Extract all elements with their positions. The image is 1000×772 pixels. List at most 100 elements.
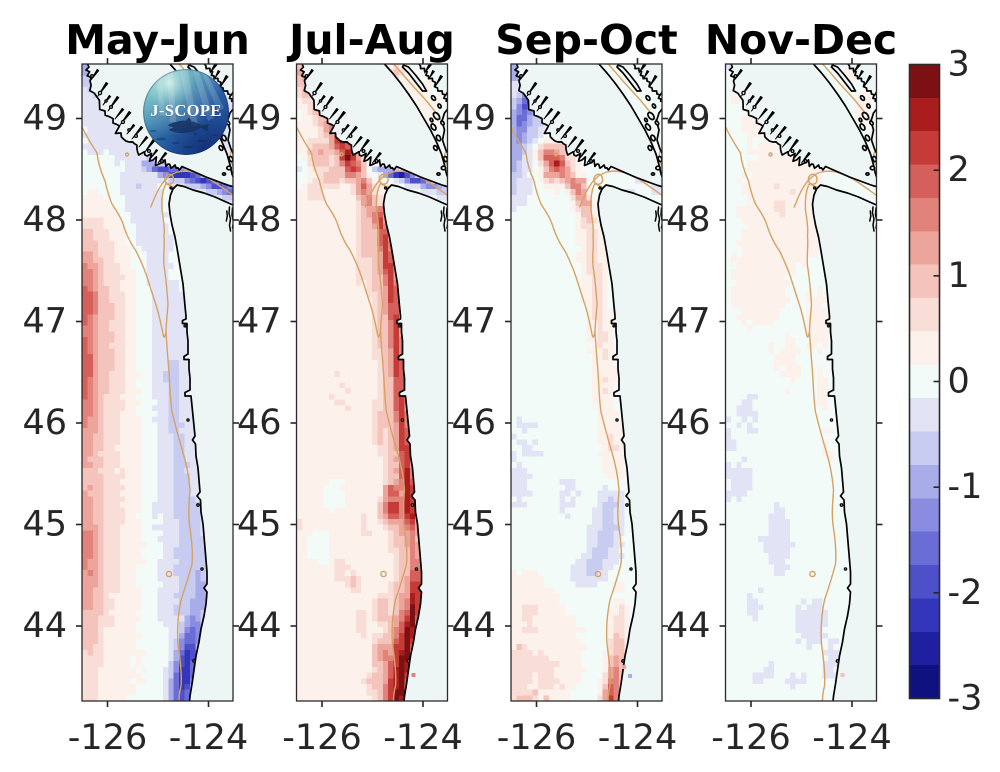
- heatmap-cell: [103, 410, 110, 417]
- heatmap-cell: [372, 388, 378, 394]
- heatmap-cell: [382, 354, 389, 360]
- heatmap-cell: [318, 348, 324, 355]
- heatmap-cell: [162, 678, 169, 684]
- heatmap-cell: [372, 251, 378, 258]
- heatmap-cell: [168, 422, 174, 429]
- heatmap-cell: [296, 160, 302, 167]
- heatmap-cell: [184, 484, 190, 491]
- heatmap-cell: [312, 382, 319, 389]
- heatmap-cell: [130, 342, 136, 349]
- heatmap-cell: [103, 143, 110, 150]
- heatmap-cell: [98, 274, 104, 281]
- heatmap-cell: [179, 393, 185, 400]
- heatmap-cell: [366, 274, 373, 281]
- heatmap-cell: [114, 280, 120, 286]
- heatmap-cell: [119, 137, 126, 144]
- heatmap-cell: [114, 342, 120, 349]
- heatmap-cell: [103, 445, 110, 451]
- heatmap-cell: [98, 450, 104, 457]
- heatmap-cell: [307, 393, 313, 400]
- heatmap-cell: [339, 319, 346, 326]
- heatmap-cell: [125, 496, 131, 502]
- heatmap-cell: [296, 416, 302, 423]
- heatmap-cell: [130, 228, 136, 235]
- heatmap-cell: [361, 166, 367, 173]
- heatmap-cell: [103, 610, 110, 616]
- heatmap-cell: [103, 371, 110, 377]
- heatmap-cell: [179, 519, 185, 525]
- heatmap-cell: [125, 615, 131, 622]
- heatmap-cell: [146, 473, 153, 480]
- heatmap-cell: [323, 177, 329, 184]
- heatmap-cell: [82, 297, 88, 303]
- heatmap-cell: [334, 399, 340, 406]
- heatmap-cell: [334, 388, 340, 394]
- heatmap-cell: [157, 519, 163, 525]
- heatmap-cell: [168, 496, 174, 502]
- heatmap-cell: [108, 211, 115, 218]
- heatmap-cell: [366, 422, 373, 429]
- heatmap-cell: [173, 302, 180, 309]
- heatmap-cell: [82, 558, 88, 565]
- heatmap-cell: [312, 302, 319, 309]
- heatmap-cell: [372, 382, 378, 389]
- heatmap-cell: [168, 263, 174, 269]
- heatmap-cell: [350, 337, 356, 343]
- heatmap-cell: [87, 558, 93, 565]
- heatmap-cell: [98, 592, 104, 599]
- heatmap-cell: [152, 206, 158, 212]
- heatmap-cell: [119, 581, 126, 588]
- heatmap-cell: [195, 592, 201, 599]
- heatmap-cell: [296, 86, 302, 93]
- heatmap-cell: [162, 410, 169, 417]
- heatmap-cell: [125, 172, 131, 178]
- heatmap-cell: [92, 228, 99, 235]
- heatmap-cell: [92, 649, 99, 656]
- heatmap-cell: [361, 183, 367, 190]
- heatmap-cell: [334, 263, 340, 269]
- heatmap-cell: [339, 371, 346, 377]
- heatmap-cell: [377, 234, 383, 241]
- heatmap-cell: [162, 194, 169, 201]
- heatmap-cell: [312, 240, 319, 247]
- heatmap-cell: [307, 268, 313, 275]
- heatmap-cell: [382, 410, 389, 417]
- heatmap-cell: [103, 655, 110, 662]
- heatmap-cell: [98, 524, 104, 531]
- heatmap-cell: [436, 98, 443, 104]
- heatmap-cell: [173, 661, 180, 667]
- heatmap-cell: [312, 120, 319, 127]
- heatmap-cell: [296, 365, 302, 372]
- heatmap-cell: [355, 428, 362, 434]
- heatmap-cell: [98, 445, 104, 451]
- heatmap-cell: [184, 672, 190, 679]
- heatmap-cell: [382, 257, 389, 264]
- heatmap-cell: [141, 439, 147, 446]
- heatmap-cell: [108, 257, 115, 264]
- heatmap-cell: [114, 137, 120, 144]
- heatmap-cell: [125, 143, 131, 150]
- heatmap-cell: [431, 103, 437, 110]
- heatmap-cell: [141, 661, 147, 667]
- heatmap-cell: [157, 257, 163, 264]
- heatmap-cell: [301, 319, 308, 326]
- heatmap-cell: [328, 143, 335, 150]
- heatmap-cell: [388, 308, 394, 315]
- heatmap-cell: [200, 564, 207, 571]
- heatmap-cell: [312, 172, 319, 178]
- heatmap-cell: [323, 388, 329, 394]
- heatmap-cell: [334, 268, 340, 275]
- heatmap-cell: [87, 655, 93, 662]
- heatmap-cell: [135, 422, 142, 429]
- heatmap-cell: [157, 416, 163, 423]
- heatmap-cell: [323, 399, 329, 406]
- heatmap-cell: [141, 194, 147, 201]
- heatmap-cell: [184, 604, 190, 611]
- heatmap-cell: [173, 666, 180, 673]
- heatmap-cell: [168, 251, 174, 258]
- panel-title: May-Jun: [65, 16, 250, 64]
- heatmap-cell: [393, 331, 400, 338]
- heatmap-cell: [141, 155, 147, 161]
- heatmap-cell: [146, 536, 153, 542]
- heatmap-cell: [301, 183, 308, 190]
